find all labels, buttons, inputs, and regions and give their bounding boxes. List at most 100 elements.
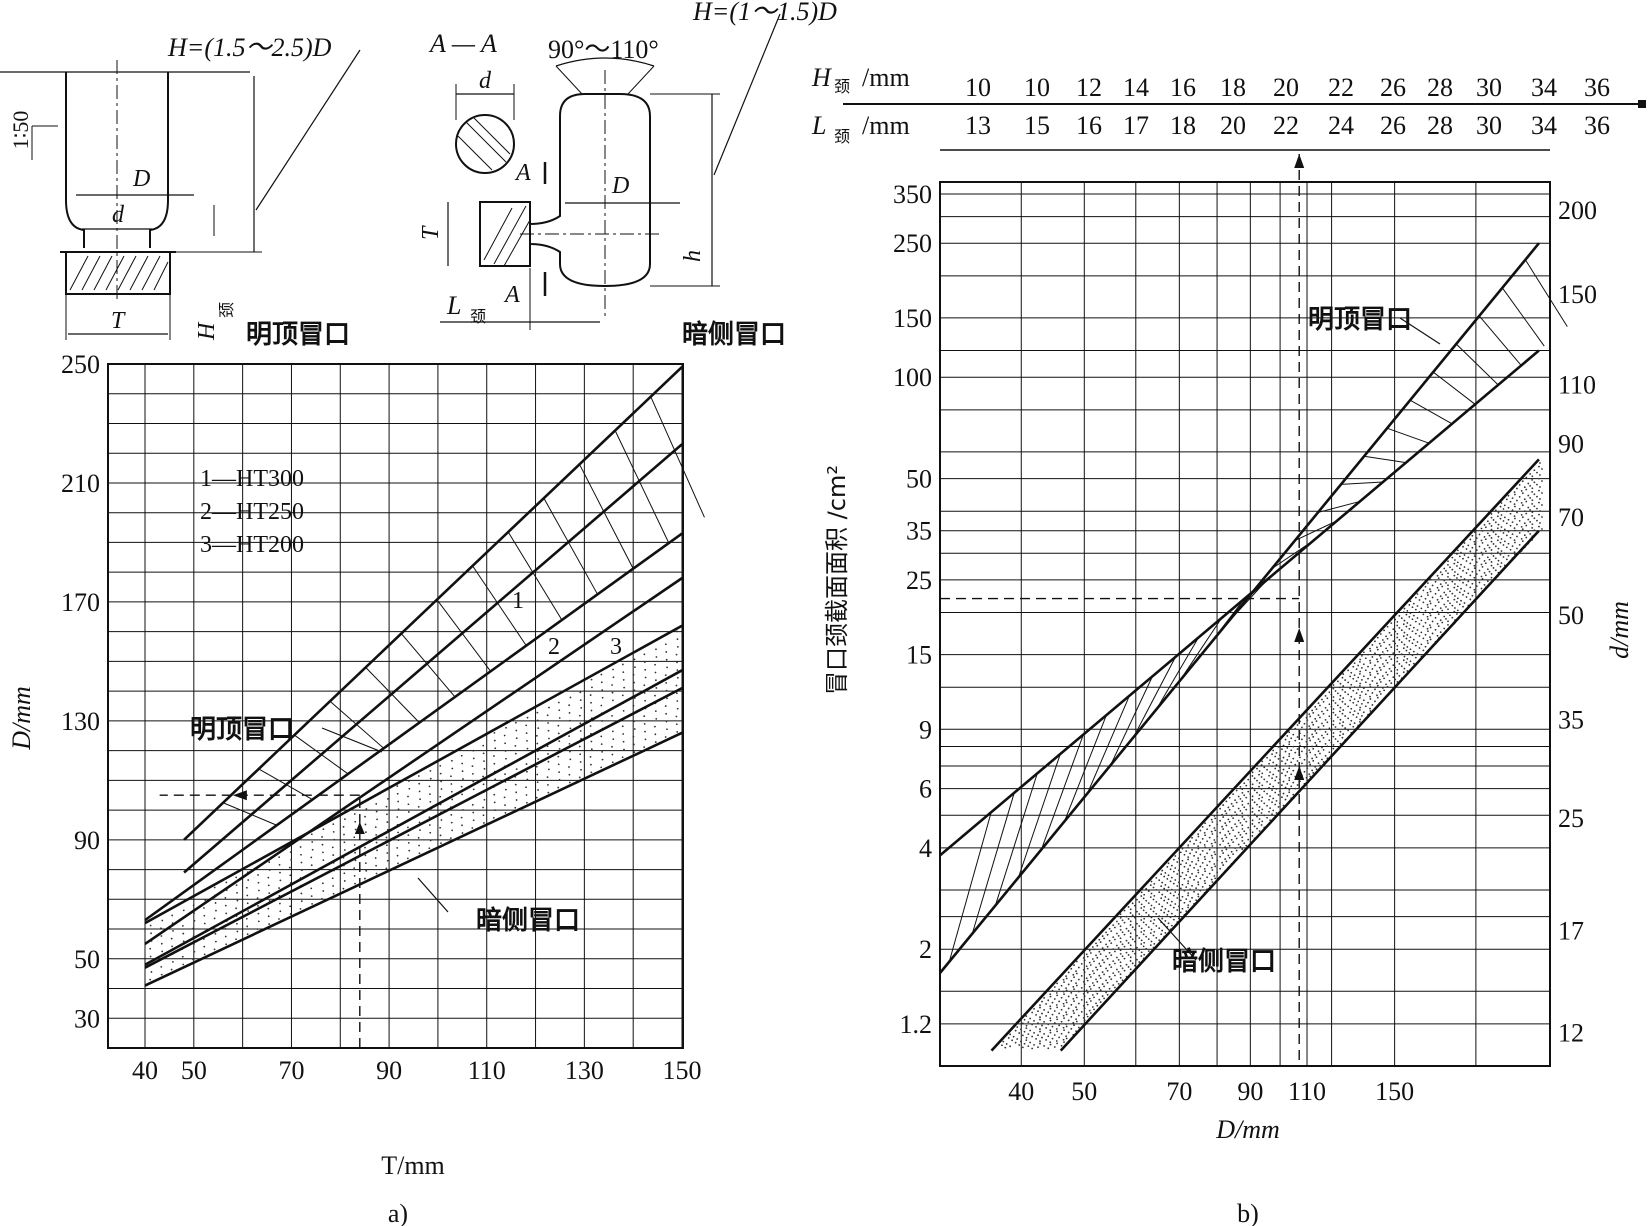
dot [1299,744,1301,747]
dot [1463,602,1466,604]
dot [365,869,368,872]
dot [643,692,646,694]
dot [1121,967,1124,970]
dot [1082,1005,1085,1007]
dot [1409,660,1412,663]
dot [1098,950,1101,953]
dot [407,841,410,844]
dot [1332,723,1335,726]
dot [1172,858,1175,861]
dot [267,907,270,910]
dot [1058,1012,1061,1015]
dot [299,908,302,910]
dot [1269,819,1271,822]
dot [1093,996,1095,999]
dot [1172,894,1175,897]
dot [1047,1023,1050,1026]
dot [1309,727,1312,730]
dot [1396,620,1399,623]
dot [1063,1005,1065,1007]
dot [1454,559,1456,561]
dot [203,914,206,917]
dot [1103,937,1105,940]
dot [1251,799,1254,801]
y-tick-label: 50 [74,945,100,974]
dot [1072,1021,1075,1024]
dot [1427,630,1429,632]
dot [1322,700,1325,703]
dot [536,781,539,784]
dot [1260,812,1263,814]
dot [1488,558,1491,561]
dot [1379,681,1382,683]
dot [1197,893,1200,896]
side-riser-angle: 90°～110° [548,35,659,64]
dot [1447,572,1449,575]
dot [1411,618,1414,621]
dot [569,719,571,722]
dot [1408,604,1411,606]
dot [1112,960,1115,963]
dot [1456,561,1459,564]
dot [1070,967,1073,970]
dot [1429,578,1432,581]
dot [1288,755,1291,758]
dot [1106,945,1109,948]
dot [1378,690,1381,693]
y-tick-label: 4 [919,834,932,863]
dot [655,679,657,682]
dot [1210,842,1213,845]
dot [1349,675,1352,678]
dot [353,813,356,815]
dot [1119,973,1122,976]
dot [1075,960,1078,963]
dot [1453,562,1456,565]
dot [1247,826,1250,829]
dot [375,841,378,844]
dot [1502,508,1505,510]
dot [1422,637,1425,640]
dot [590,763,592,766]
dot [1181,859,1184,862]
dot [1153,942,1156,945]
dot [1091,946,1094,948]
dot [1406,658,1409,660]
dot [1235,789,1238,792]
dot [1531,503,1534,505]
dim-angle-arc [555,57,655,67]
dot [1241,848,1244,851]
annotation-b-side-leader [1157,917,1197,961]
dot [1424,609,1427,612]
top-riser-T: T [111,308,126,334]
dot [1070,1027,1073,1030]
dot [1416,617,1419,619]
dot [1456,577,1458,579]
dot [1251,775,1254,777]
dot [1239,797,1242,800]
dot [428,847,431,850]
dot [407,834,410,837]
dot [1383,641,1385,644]
top-riser-taper: 1∶50 [8,111,33,150]
dot [1160,933,1163,936]
dot [1112,948,1115,951]
dot [1449,590,1451,593]
dot [503,734,506,737]
dot [1437,625,1440,628]
dot [1243,842,1246,845]
dot [1174,867,1177,869]
y2-tick-label: 150 [1558,280,1597,309]
dot [1341,688,1344,691]
dot [1187,844,1190,846]
table-L-value: 30 [1476,111,1502,140]
dot [1105,979,1107,982]
dot [1043,1009,1046,1011]
dot [1176,873,1179,875]
dot [1443,615,1446,618]
dot [655,648,657,651]
dot [1161,917,1164,920]
dot [1123,909,1126,912]
dot [1258,797,1260,800]
